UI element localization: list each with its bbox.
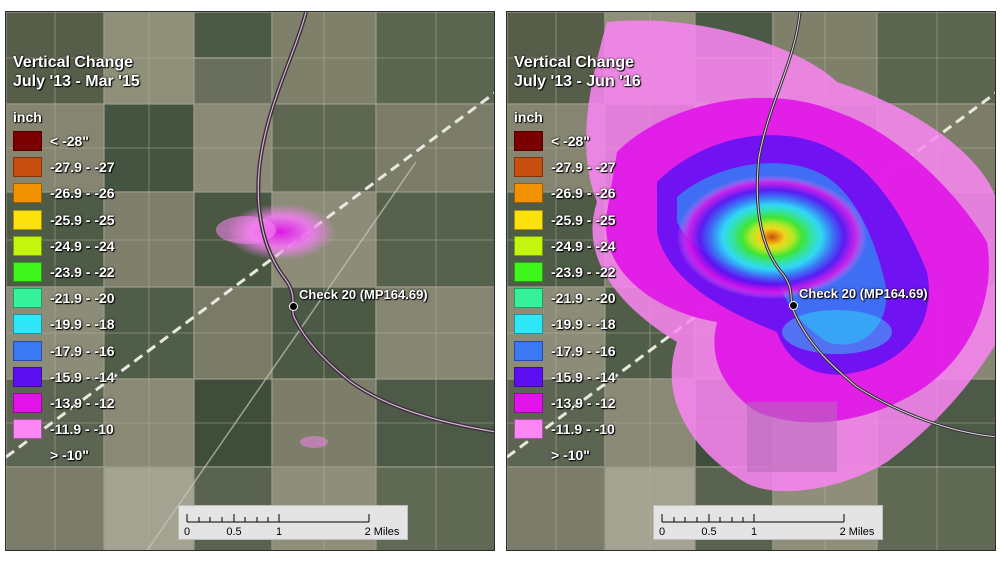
legend-swatch [13,183,42,204]
legend-label: -17.9 - -16 [50,342,115,359]
legend-label: -27.9 - -27 [551,159,616,176]
legend-label: -23.9 - -22 [50,263,115,280]
legend-swatch [514,209,543,230]
legend-label: -11.9 - -10 [50,421,114,438]
legend-swatch [13,340,42,361]
legend-label: -21.9 - -20 [551,290,616,307]
legend-label: -11.9 - -10 [551,421,615,438]
scale-label: 2 Miles [364,526,400,538]
legend-label: -13.9 - -12 [551,394,616,411]
legend-label: -19.9 - -18 [551,316,616,333]
legend-label: < -28" [551,133,590,149]
legend-label: -25.9 - -25 [551,211,616,228]
scale-bar: 0 0.5 1 2 Miles [178,505,408,540]
legend-label: -24.9 - -24 [50,237,115,254]
legend-swatch [514,131,543,151]
scale-label: 1 [275,526,283,538]
legend-swatch [514,261,543,282]
legend-label: > -10" [551,447,590,464]
legend-swatch [13,131,42,151]
legend-label: -26.9 - -26 [50,185,115,202]
title-line1: Vertical Change [13,54,134,71]
legend-swatch [514,183,543,204]
legend-label: < -28" [50,133,89,149]
title-line2: July '13 - Jun '16 [514,73,641,90]
legend-swatch [13,235,42,256]
legend-label: -19.9 - -18 [50,316,115,333]
legend-swatch [514,235,543,256]
map-title: Vertical Change July '13 - Mar '15 [13,53,140,91]
satellite-map [507,12,995,550]
legend-swatch [13,366,42,387]
legend-swatch [13,392,42,413]
legend-swatch [514,366,543,387]
legend-label: -26.9 - -26 [551,185,616,202]
legend-swatch [13,314,42,335]
scale-label: 1 [750,526,758,538]
legend-label: -24.9 - -24 [551,237,616,254]
legend-label: -15.9 - -14 [50,368,115,385]
legend-swatch [514,288,543,309]
scale-label: 0 [183,526,191,538]
scale-label: 0.5 [226,526,242,538]
legend-label: > -10" [50,447,89,464]
scale-bar: 0 0.5 1 2 Miles [653,505,883,540]
legend-label: -23.9 - -22 [551,263,616,280]
legend-label: -27.9 - -27 [50,159,115,176]
map-panel-right: Vertical Change July '13 - Jun '16 inch … [506,11,996,551]
legend-label: -13.9 - -12 [50,394,115,411]
legend-swatch [514,419,543,440]
legend-swatch [13,157,42,178]
legend-swatch [514,314,543,335]
highway-line [6,91,494,459]
legend-label: -17.9 - -16 [551,342,616,359]
legend-swatch [514,157,543,178]
station-label: Check 20 (MP164.69) [299,287,428,302]
scale-label: 0.5 [701,526,717,538]
map-panel-left: Vertical Change July '13 - Mar '15 inch … [5,11,495,551]
map-title: Vertical Change July '13 - Jun '16 [514,53,641,91]
title-line2: July '13 - Mar '15 [13,73,140,90]
satellite-map [6,12,494,550]
legend-unit: inch [13,109,42,125]
legend-swatch [13,288,42,309]
legend-swatch [13,261,42,282]
title-line1: Vertical Change [514,54,635,71]
legend-swatch [514,392,543,413]
legend-label: -15.9 - -14 [551,368,616,385]
legend-unit: inch [514,109,543,125]
scale-label: 2 Miles [839,526,875,538]
scale-ruler [661,514,845,523]
scale-ruler [186,514,370,523]
legend-label: -25.9 - -25 [50,211,115,228]
legend-swatch [13,419,42,440]
legend-label: -21.9 - -20 [50,290,115,307]
scale-label: 0 [658,526,666,538]
legend-swatch [13,209,42,230]
station-label: Check 20 (MP164.69) [799,286,928,301]
legend-swatch [514,340,543,361]
